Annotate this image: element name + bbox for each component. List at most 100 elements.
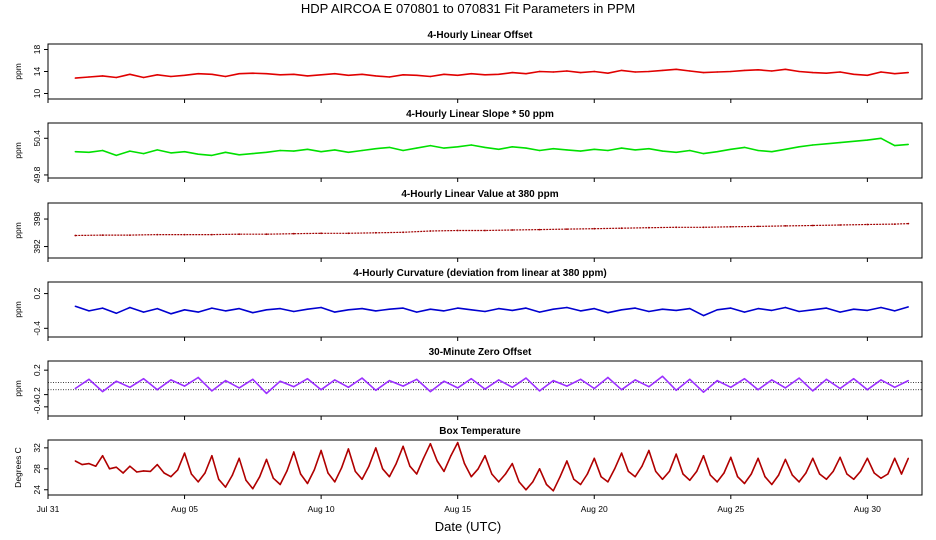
linear-slope-data-point xyxy=(675,151,677,153)
box-temperature-data-point xyxy=(859,470,862,473)
curvature-data-point xyxy=(293,310,295,313)
box-temperature-data-point xyxy=(620,452,623,454)
curvature-data-point xyxy=(689,307,691,310)
curvature-data-point xyxy=(129,306,131,309)
curvature-data-point xyxy=(334,311,336,313)
zero-offset-data-point xyxy=(129,386,131,388)
box-temperature-data-point xyxy=(532,481,534,483)
box-temperature-data-point xyxy=(279,483,281,486)
linear-slope-data-point xyxy=(129,150,131,152)
linear-slope-data-point xyxy=(907,143,909,146)
zero-offset-data-point xyxy=(907,379,909,382)
linear-offset-data-point xyxy=(156,74,158,76)
box-temperature-data-point xyxy=(682,473,684,475)
linear-offset-data-point xyxy=(743,69,746,72)
zero-offset-data-point xyxy=(798,377,800,379)
box-temperature-data-point xyxy=(211,455,213,457)
linear-slope-data-point xyxy=(853,140,855,142)
box-temperature-data-point xyxy=(518,481,520,483)
linear-slope-data-point xyxy=(538,149,541,152)
linear-offset-data-point xyxy=(101,75,104,77)
linear-value-data-point xyxy=(620,227,623,230)
box-temperature-data-point xyxy=(498,481,500,483)
linear-value-data-point xyxy=(101,234,104,237)
box-temperature-data-point xyxy=(429,443,432,445)
box-temperature-data-point xyxy=(907,457,909,459)
box-temperature-data-point xyxy=(183,452,186,454)
zero-offset-y-axis-label: ppm xyxy=(13,380,23,397)
zero-offset-data-point xyxy=(388,379,391,382)
box-temperature-data-point xyxy=(846,473,848,475)
zero-offset-data-point xyxy=(757,389,759,391)
linear-value-data-point xyxy=(129,234,131,237)
linear-slope-data-point xyxy=(566,149,568,151)
box-temperature-series-line xyxy=(74,441,910,492)
linear-slope-data-point xyxy=(293,150,295,152)
zero-offset-data-point xyxy=(170,379,172,381)
box-temperature-data-point xyxy=(299,473,302,475)
linear-offset-data-point xyxy=(129,73,131,76)
linear-offset-data-point xyxy=(607,72,609,74)
box-temperature-data-point xyxy=(525,489,527,491)
zero-offset-panel: 30-Minute Zero Offset ppm -0.4-0.2 0.2 xyxy=(13,347,923,420)
zero-offset-frame xyxy=(47,360,923,417)
linear-slope-data-point xyxy=(238,154,240,156)
zero-offset-data-point xyxy=(443,380,445,382)
zero-offset-y-tick-label: -0.4 xyxy=(32,399,42,414)
linear-value-panel: 4-Hourly Linear Value at 380 ppm ppm 392 39… xyxy=(13,189,923,262)
box-temperature-frame xyxy=(47,439,923,496)
linear-value-y-tick-label: 398 xyxy=(32,212,42,226)
linear-slope-data-point xyxy=(648,148,650,150)
zero-offset-data-point xyxy=(375,389,377,391)
box-temperature-data-point xyxy=(805,472,807,474)
box-temperature-data-point xyxy=(259,476,261,478)
zero-offset-data-point xyxy=(361,377,363,379)
linear-value-data-point xyxy=(648,226,650,229)
zero-offset-data-point xyxy=(197,376,199,379)
linear-slope-data-point xyxy=(101,149,104,152)
box-temperature-y-axis-label: Degrees C xyxy=(13,447,23,488)
zero-offset-data-point xyxy=(402,385,404,387)
box-temperature-data-point xyxy=(334,481,336,483)
curvature-title: 4-Hourly Curvature (deviation from linea… xyxy=(353,268,606,279)
linear-offset-data-point xyxy=(238,73,240,75)
linear-offset-data-point xyxy=(880,71,882,73)
box-temperature-y-tick-label: 28 xyxy=(32,464,42,474)
linear-offset-frame xyxy=(47,43,923,100)
linear-offset-title: 4-Hourly Linear Offset xyxy=(427,30,533,41)
box-temperature-data-point xyxy=(812,457,814,459)
linear-slope-data-point xyxy=(197,153,199,155)
box-temperature-data-point xyxy=(347,448,350,450)
linear-offset-data-point xyxy=(552,71,554,73)
linear-slope-data-point xyxy=(74,151,77,153)
box-temperature-data-point xyxy=(627,470,630,473)
box-temperature-data-point xyxy=(566,460,568,462)
box-temperature-data-point xyxy=(252,488,254,490)
linear-offset-data-point xyxy=(538,70,541,73)
box-temperature-data-point xyxy=(265,458,268,461)
linear-offset-data-point xyxy=(306,75,309,77)
linear-value-y-axis-label: ppm xyxy=(13,222,23,239)
zero-offset-data-point xyxy=(743,378,746,380)
box-temperature-data-point xyxy=(231,474,234,476)
linear-offset-data-point xyxy=(730,70,732,73)
linear-offset-data-point xyxy=(675,68,677,71)
box-temperature-data-point xyxy=(95,465,97,467)
linear-offset-data-point xyxy=(648,70,650,73)
linear-offset-data-point xyxy=(757,69,759,71)
box-temperature-data-point xyxy=(81,463,83,466)
zero-offset-data-point xyxy=(334,379,336,381)
linear-value-data-point xyxy=(484,229,486,232)
zero-offset-data-point xyxy=(730,386,732,388)
zero-offset-title: 30-Minute Zero Offset xyxy=(429,347,532,358)
box-temperature-data-point xyxy=(696,470,698,473)
linear-offset-data-point xyxy=(907,71,909,74)
zero-offset-data-point xyxy=(320,389,322,391)
curvature-data-point xyxy=(74,305,77,307)
box-temperature-data-point xyxy=(784,458,787,461)
linear-slope-data-point xyxy=(375,148,377,150)
linear-value-data-point xyxy=(211,233,213,236)
shared-x-axis: Jul 31 Aug 05 Aug 10 Aug 15 Aug 20 Aug 25 Aug … xyxy=(37,504,881,514)
linear-slope-data-point xyxy=(402,149,404,152)
zero-offset-data-point xyxy=(552,379,554,382)
